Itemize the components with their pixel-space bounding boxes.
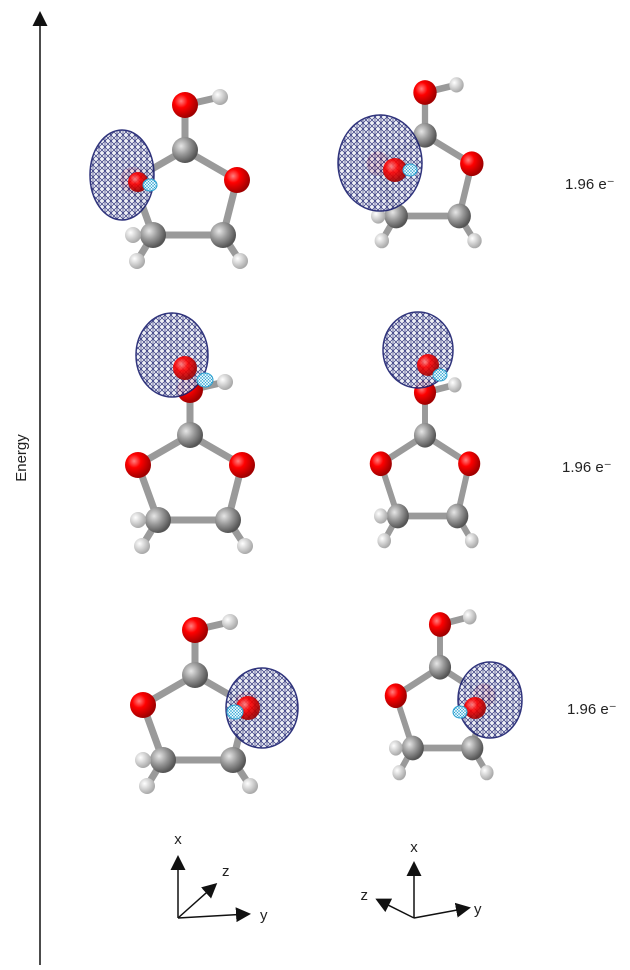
axis-frame [178, 858, 248, 918]
molecule [130, 614, 298, 794]
occupancy: 1.96 e⁻ [562, 459, 612, 476]
occupancy: 1.96 e⁻ [567, 701, 617, 718]
molecule [90, 89, 250, 269]
axis-name: y [474, 901, 482, 918]
energy-label: Energy [13, 434, 30, 482]
axis-name: z [222, 863, 230, 880]
molecule [125, 313, 255, 554]
occupancy: 1.96 e⁻ [565, 176, 615, 193]
figure: Energy 1.96 e⁻ 1.96 e⁻ 1.9 [0, 0, 630, 970]
molecule [385, 609, 522, 780]
molecule [370, 312, 481, 548]
molecule [338, 77, 484, 248]
axis-name: z [361, 887, 369, 904]
axis-name: x [410, 839, 418, 856]
axis-name: y [260, 907, 268, 924]
axis-name: x [174, 831, 182, 848]
axis-frame [378, 864, 468, 918]
